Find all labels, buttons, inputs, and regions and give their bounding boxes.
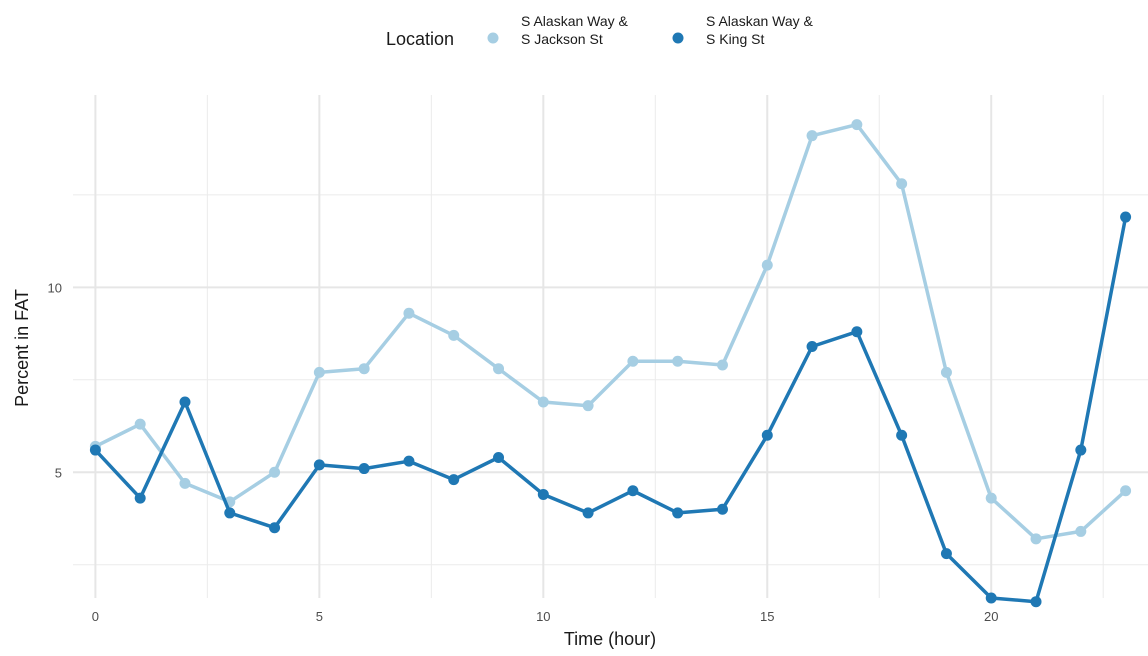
legend: Location S Alaskan Way & S Jackson St S … [386, 13, 814, 49]
major-gridlines [73, 95, 1148, 598]
series-2-point-12 [627, 485, 639, 497]
y-tick-label-5: 5 [55, 465, 62, 480]
series-1-point-23 [1120, 485, 1132, 497]
series-2-point-19 [940, 548, 952, 560]
series-1-point-15 [761, 259, 773, 271]
y-tick-label-10: 10 [48, 280, 62, 295]
series-2-point-11 [582, 507, 594, 519]
series-1-point-5 [313, 366, 325, 378]
legend-label-series-1-line-2: S Jackson St [521, 31, 603, 47]
legend-title: Location [386, 29, 454, 49]
series-1-point-11 [582, 400, 594, 412]
minor-gridlines [73, 95, 1148, 598]
series-1-point-13 [672, 355, 684, 367]
x-axis-tick-labels: 0 5 10 15 20 [92, 609, 999, 624]
y-axis-title: Percent in FAT [12, 289, 32, 407]
series-1-point-20 [985, 492, 997, 504]
series-2-point-10 [537, 488, 549, 500]
series-2-point-1 [134, 492, 146, 504]
series-2-point-3 [224, 507, 236, 519]
series-2-point-18 [896, 429, 908, 441]
series-2-point-4 [269, 522, 281, 534]
series-2-point-0 [89, 444, 101, 456]
y-axis-tick-labels: 5 10 [48, 280, 62, 480]
series-2-point-14 [716, 503, 728, 515]
series-1-point-9 [493, 363, 505, 375]
x-tick-label-10: 10 [536, 609, 550, 624]
series-1-point-10 [537, 396, 549, 408]
series-2-point-21 [1030, 596, 1042, 608]
series-1-point-16 [806, 130, 818, 142]
series-2-point-20 [985, 592, 997, 604]
series-1-point-17 [851, 119, 863, 131]
series-2-point-16 [806, 341, 818, 352]
series-1-point-22 [1075, 525, 1087, 537]
legend-label-series-2-line-2: S King St [706, 31, 764, 47]
series-1-point-8 [448, 329, 460, 341]
series-1-point-1 [134, 418, 146, 430]
series-1-point-14 [716, 359, 728, 371]
legend-label-series-2-line-1: S Alaskan Way & [706, 13, 814, 29]
series-layer [89, 119, 1132, 608]
x-tick-label-5: 5 [316, 609, 323, 624]
series-2-point-23 [1120, 211, 1132, 223]
series-1-point-4 [269, 466, 281, 478]
legend-label-series-1-line-1: S Alaskan Way & [521, 13, 629, 29]
x-tick-label-20: 20 [984, 609, 998, 624]
series-1-line [93, 122, 1128, 541]
series-1-point-7 [403, 307, 415, 319]
series-2-point-2 [179, 396, 191, 408]
series-2-point-9 [493, 451, 505, 463]
series-2-point-22 [1075, 444, 1087, 456]
series-2 [89, 211, 1132, 608]
series-2-point-7 [403, 455, 415, 467]
series-1-point-6 [358, 363, 370, 375]
series-2-point-17 [851, 326, 863, 338]
series-1-point-21 [1030, 533, 1042, 545]
x-tick-label-0: 0 [92, 609, 99, 624]
x-tick-label-15: 15 [760, 609, 774, 624]
series-1-point-19 [940, 366, 952, 378]
series-2-point-5 [313, 459, 325, 471]
legend-key-series-1 [487, 32, 499, 44]
series-1-point-12 [627, 355, 639, 367]
x-axis-title: Time (hour) [564, 629, 656, 649]
series-2-point-6 [358, 463, 370, 475]
series-1 [89, 119, 1132, 545]
series-2-line [93, 215, 1128, 604]
series-2-point-15 [761, 429, 773, 441]
series-1-point-2 [179, 477, 191, 489]
series-2-point-13 [672, 507, 684, 519]
series-2-point-8 [448, 474, 460, 486]
series-1-point-18 [896, 178, 908, 190]
legend-key-series-2 [672, 32, 684, 44]
